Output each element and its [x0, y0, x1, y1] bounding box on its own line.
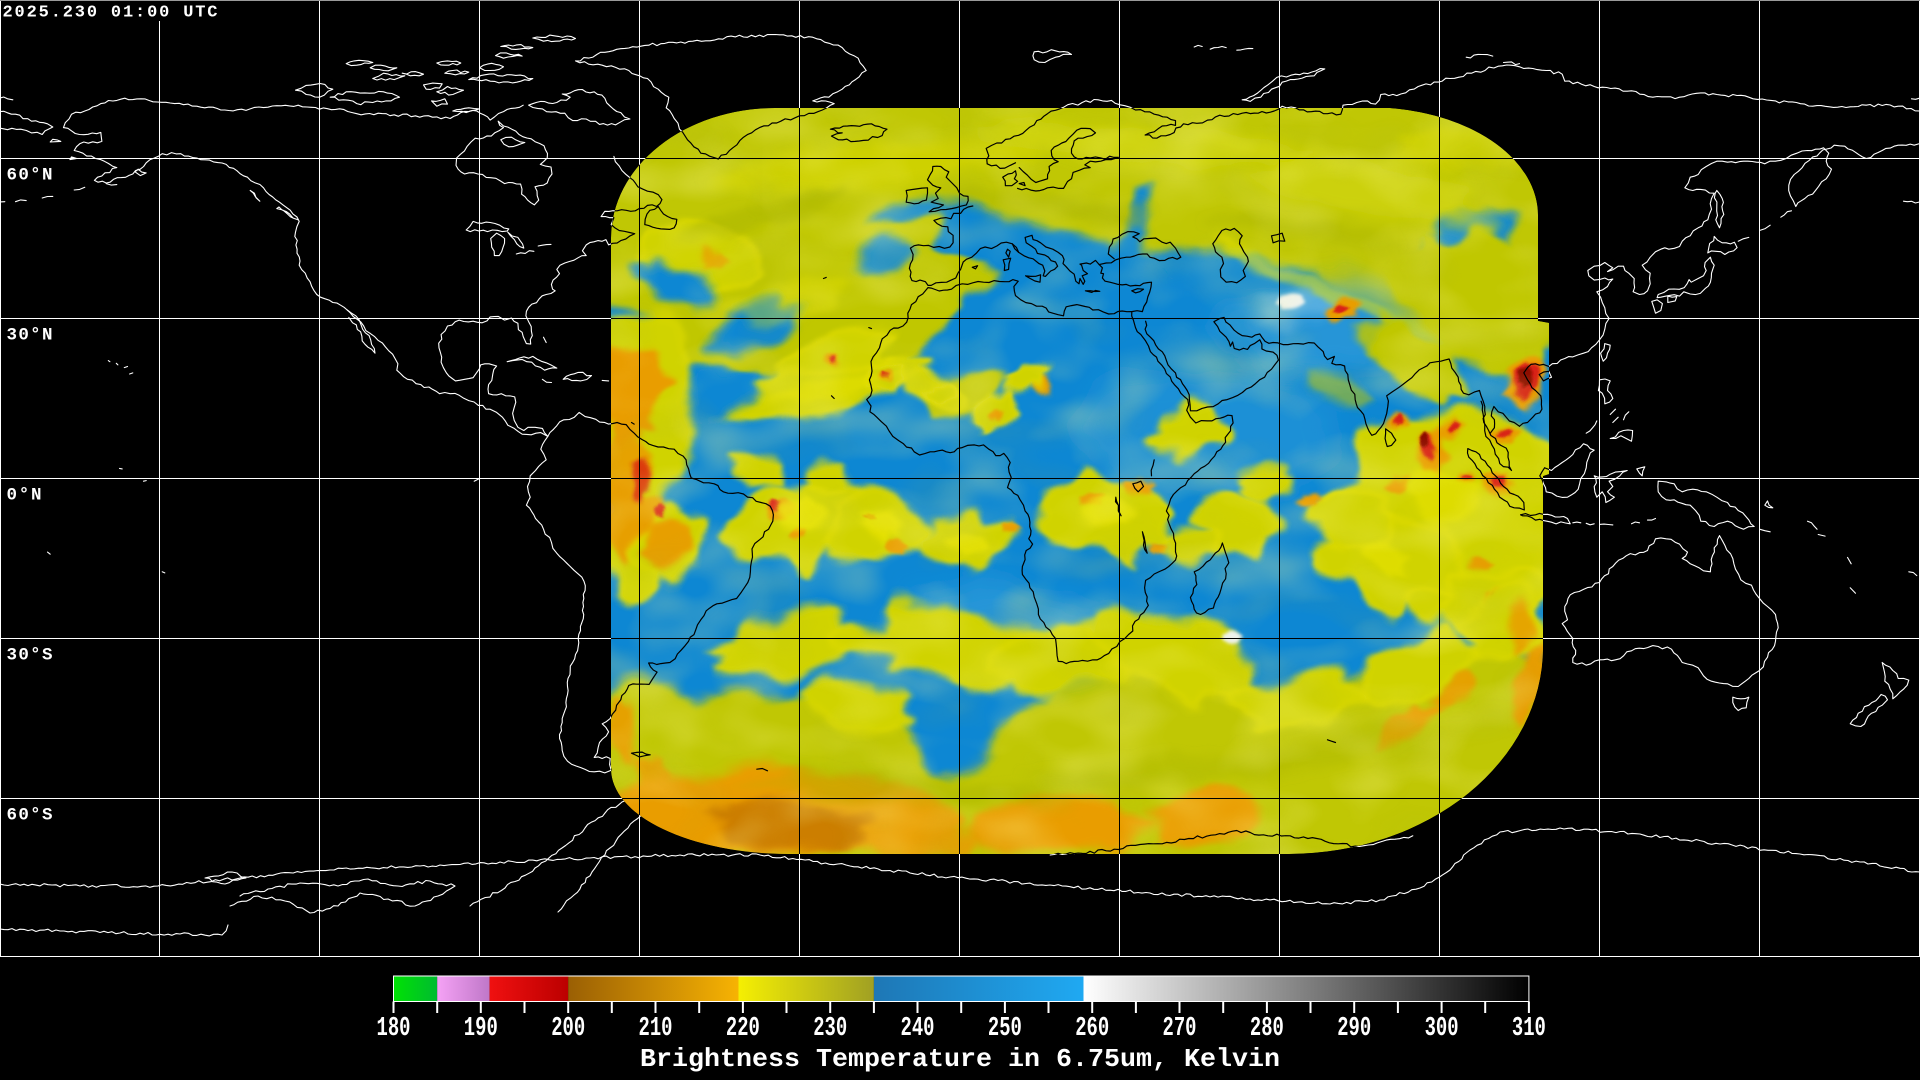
svg-text:0°N: 0°N — [7, 485, 42, 505]
svg-text:220: 220 — [726, 1014, 760, 1044]
svg-text:310: 310 — [1512, 1014, 1546, 1044]
svg-text:260: 260 — [1075, 1014, 1109, 1044]
svg-text:30°S: 30°S — [7, 645, 53, 665]
svg-text:230: 230 — [813, 1014, 847, 1044]
svg-text:190: 190 — [464, 1014, 498, 1044]
svg-text:2025.230 01:00 UTC: 2025.230 01:00 UTC — [3, 4, 218, 23]
svg-text:250: 250 — [988, 1014, 1022, 1044]
svg-text:200: 200 — [551, 1014, 585, 1044]
svg-text:Brightness Temperature in 6.75: Brightness Temperature in 6.75um, Kelvin — [640, 1044, 1280, 1074]
svg-text:210: 210 — [639, 1014, 673, 1044]
svg-text:280: 280 — [1250, 1014, 1284, 1044]
svg-text:240: 240 — [901, 1014, 935, 1044]
svg-text:60°N: 60°N — [7, 165, 53, 185]
svg-text:180: 180 — [377, 1014, 411, 1044]
svg-text:290: 290 — [1337, 1014, 1371, 1044]
svg-text:30°N: 30°N — [7, 325, 53, 345]
svg-text:300: 300 — [1425, 1014, 1459, 1044]
svg-text:60°S: 60°S — [7, 805, 53, 825]
svg-text:270: 270 — [1163, 1014, 1197, 1044]
